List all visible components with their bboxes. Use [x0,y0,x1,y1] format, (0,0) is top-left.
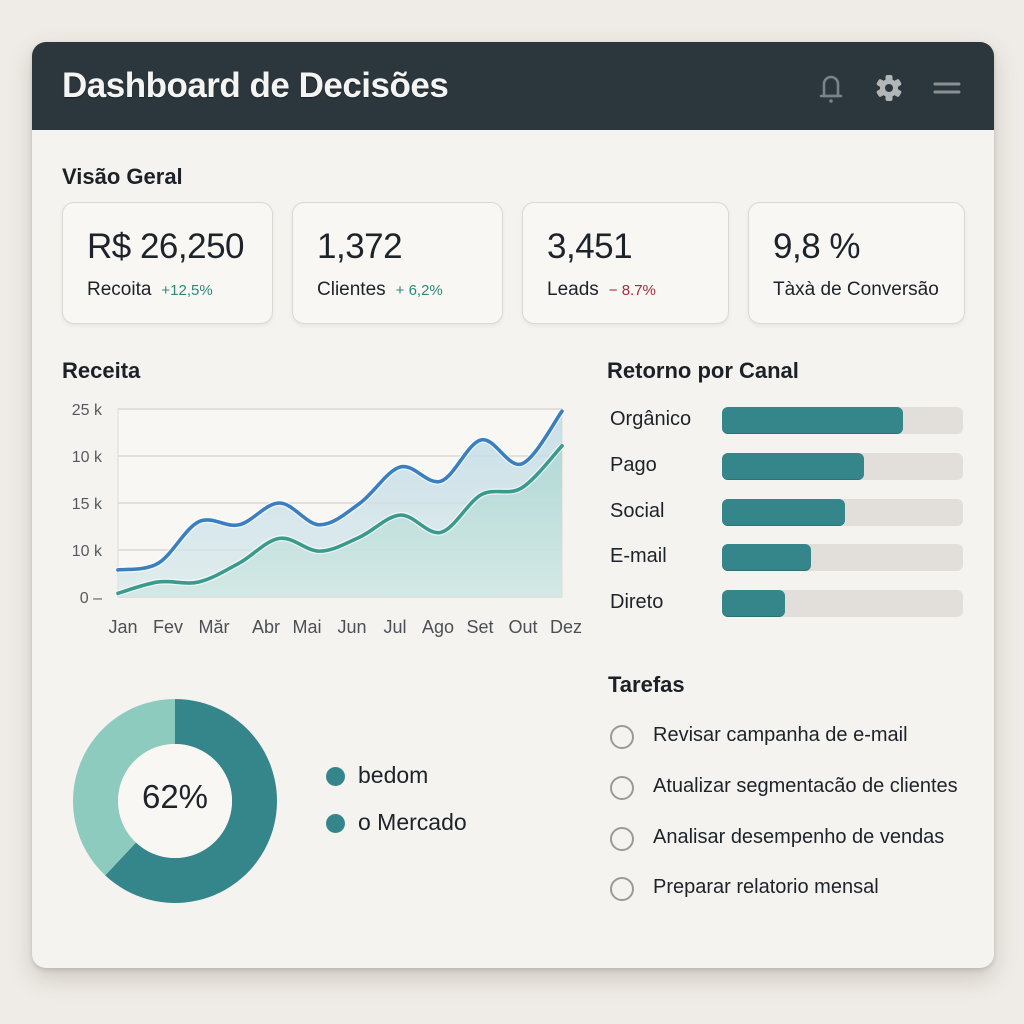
kpi-label: Leads − 8.7% [547,279,656,301]
channel-label: Pago [610,454,657,476]
kpi-card-leads[interactable]: 3,451 Leads − 8.7% [522,202,729,324]
bell-icon[interactable] [816,72,846,104]
legend-label: bedom [358,762,429,788]
kpi-label: Tàxà de Conversão [773,279,939,301]
kpi-label-text: Tàxà de Conversão [773,279,939,300]
legend-label: o Mercado [358,809,467,835]
x-tick-label: Set [466,617,493,637]
kpi-label-text: Recoita [87,279,152,300]
x-tick-label: Mai [292,617,321,637]
channel-row: Orgânico [610,405,970,435]
channel-row: E-mail [610,542,970,572]
bar-fill [722,544,812,571]
kpi-value: R$ 26,250 [87,227,245,266]
kpi-label-text: Clientes [317,279,386,300]
x-tick-label: Fev [153,617,183,637]
x-tick-label: Jan [108,617,137,637]
series-line-upper [116,409,564,572]
x-tick-label: Dez [550,617,582,637]
kpi-delta: + 6,2% [395,282,443,299]
tasks-title: Tarefas [608,672,685,697]
donut-slice [105,699,277,903]
kpi-card-clients[interactable]: 1,372 Clientes + 6,2% [292,202,503,324]
task-item[interactable]: Analisar desempenho de vendas [610,824,980,854]
channel-label: Social [610,500,665,522]
kpi-label-text: Leads [547,279,599,300]
x-tick-label: Jun [337,617,366,637]
series-area-lower [118,445,562,597]
x-tick-label: Abr [252,617,280,637]
x-tick-label: Jul [383,617,406,637]
kpi-card-conversion[interactable]: 9,8 % Tàxà de Conversão [748,202,965,324]
y-tick-label: 10 k [72,449,103,466]
legend-dot [326,767,345,786]
kpi-label: Recoita +12,5% [87,279,213,301]
task-checkbox[interactable] [610,877,634,901]
donut-chart [73,699,277,903]
bar-fill [722,499,845,526]
donut-slice [73,699,175,876]
channel-chart-title: Retorno por Canal [607,358,799,383]
kpi-delta: +12,5% [161,282,213,299]
task-checkbox[interactable] [610,725,634,749]
y-tick-label: 25 k [72,402,103,419]
series-line-lower [116,444,564,596]
y-tick-label: 10 k [72,543,103,560]
bar-fill [722,453,865,480]
kpi-value: 1,372 [317,227,403,266]
bar-fill [722,407,903,434]
y-tick-label: 15 k [72,496,103,513]
task-label: Analisar desempenho de vendas [653,826,945,848]
donut-hole [118,744,232,858]
channel-row: Direto [610,588,970,618]
gear-icon[interactable] [874,72,904,104]
revenue-chart-title: Receita [62,358,141,383]
revenue-chart-svg: 25 k 10 k 15 k 10 k 0 – Jan Fev Măr Abr Mai Jun Jul… [72,402,582,637]
channel-label: Orgânico [610,408,692,430]
kpi-value: 3,451 [547,227,633,266]
kpi-card-revenue[interactable]: R$ 26,250 Recoita +12,5% [62,202,273,324]
donut-center-label: 62% [141,778,209,815]
x-tick-label: Măr [199,617,230,637]
channel-label: Direto [610,591,664,613]
legend-dot [326,814,345,833]
bar-track [722,590,963,617]
channel-label: E-mail [610,545,667,567]
channel-row: Pago [610,451,970,481]
app-title: Dashboard de Decisões [62,66,449,105]
task-label: Revisar campanha de e-mail [653,724,908,746]
app-header: Dashboard de Decisões [32,42,994,130]
bar-track [722,544,963,571]
dashboard-window: Dashboard de Decisões [32,42,994,968]
task-item[interactable]: Revisar campanha de e-mail [610,722,980,752]
channel-row: Social [610,497,970,527]
task-item[interactable]: Atualizar segmentacão de clientes [610,773,980,803]
kpi-value: 9,8 % [773,227,861,266]
bar-track [722,499,963,526]
overview-title: Visão Geral [62,164,183,189]
menu-icon[interactable] [932,72,962,104]
bar-fill [722,590,785,617]
bar-track [722,407,963,434]
task-label: Atualizar segmentacão de clientes [653,775,958,797]
kpi-delta: − 8.7% [608,282,656,299]
task-checkbox[interactable] [610,827,634,851]
revenue-chart: 25 k 10 k 15 k 10 k 0 – Jan Fev Măr Abr Mai Jun Jul… [62,397,592,647]
x-tick-label: Out [508,617,537,637]
y-tick-label: 0 – [80,590,102,607]
task-checkbox[interactable] [610,776,634,800]
task-label: Preparar relatorio mensal [653,876,879,898]
task-item[interactable]: Preparar relatorio mensal [610,874,980,904]
kpi-label: Clientes + 6,2% [317,279,443,301]
x-tick-label: Ago [422,617,454,637]
bar-track [722,453,963,480]
